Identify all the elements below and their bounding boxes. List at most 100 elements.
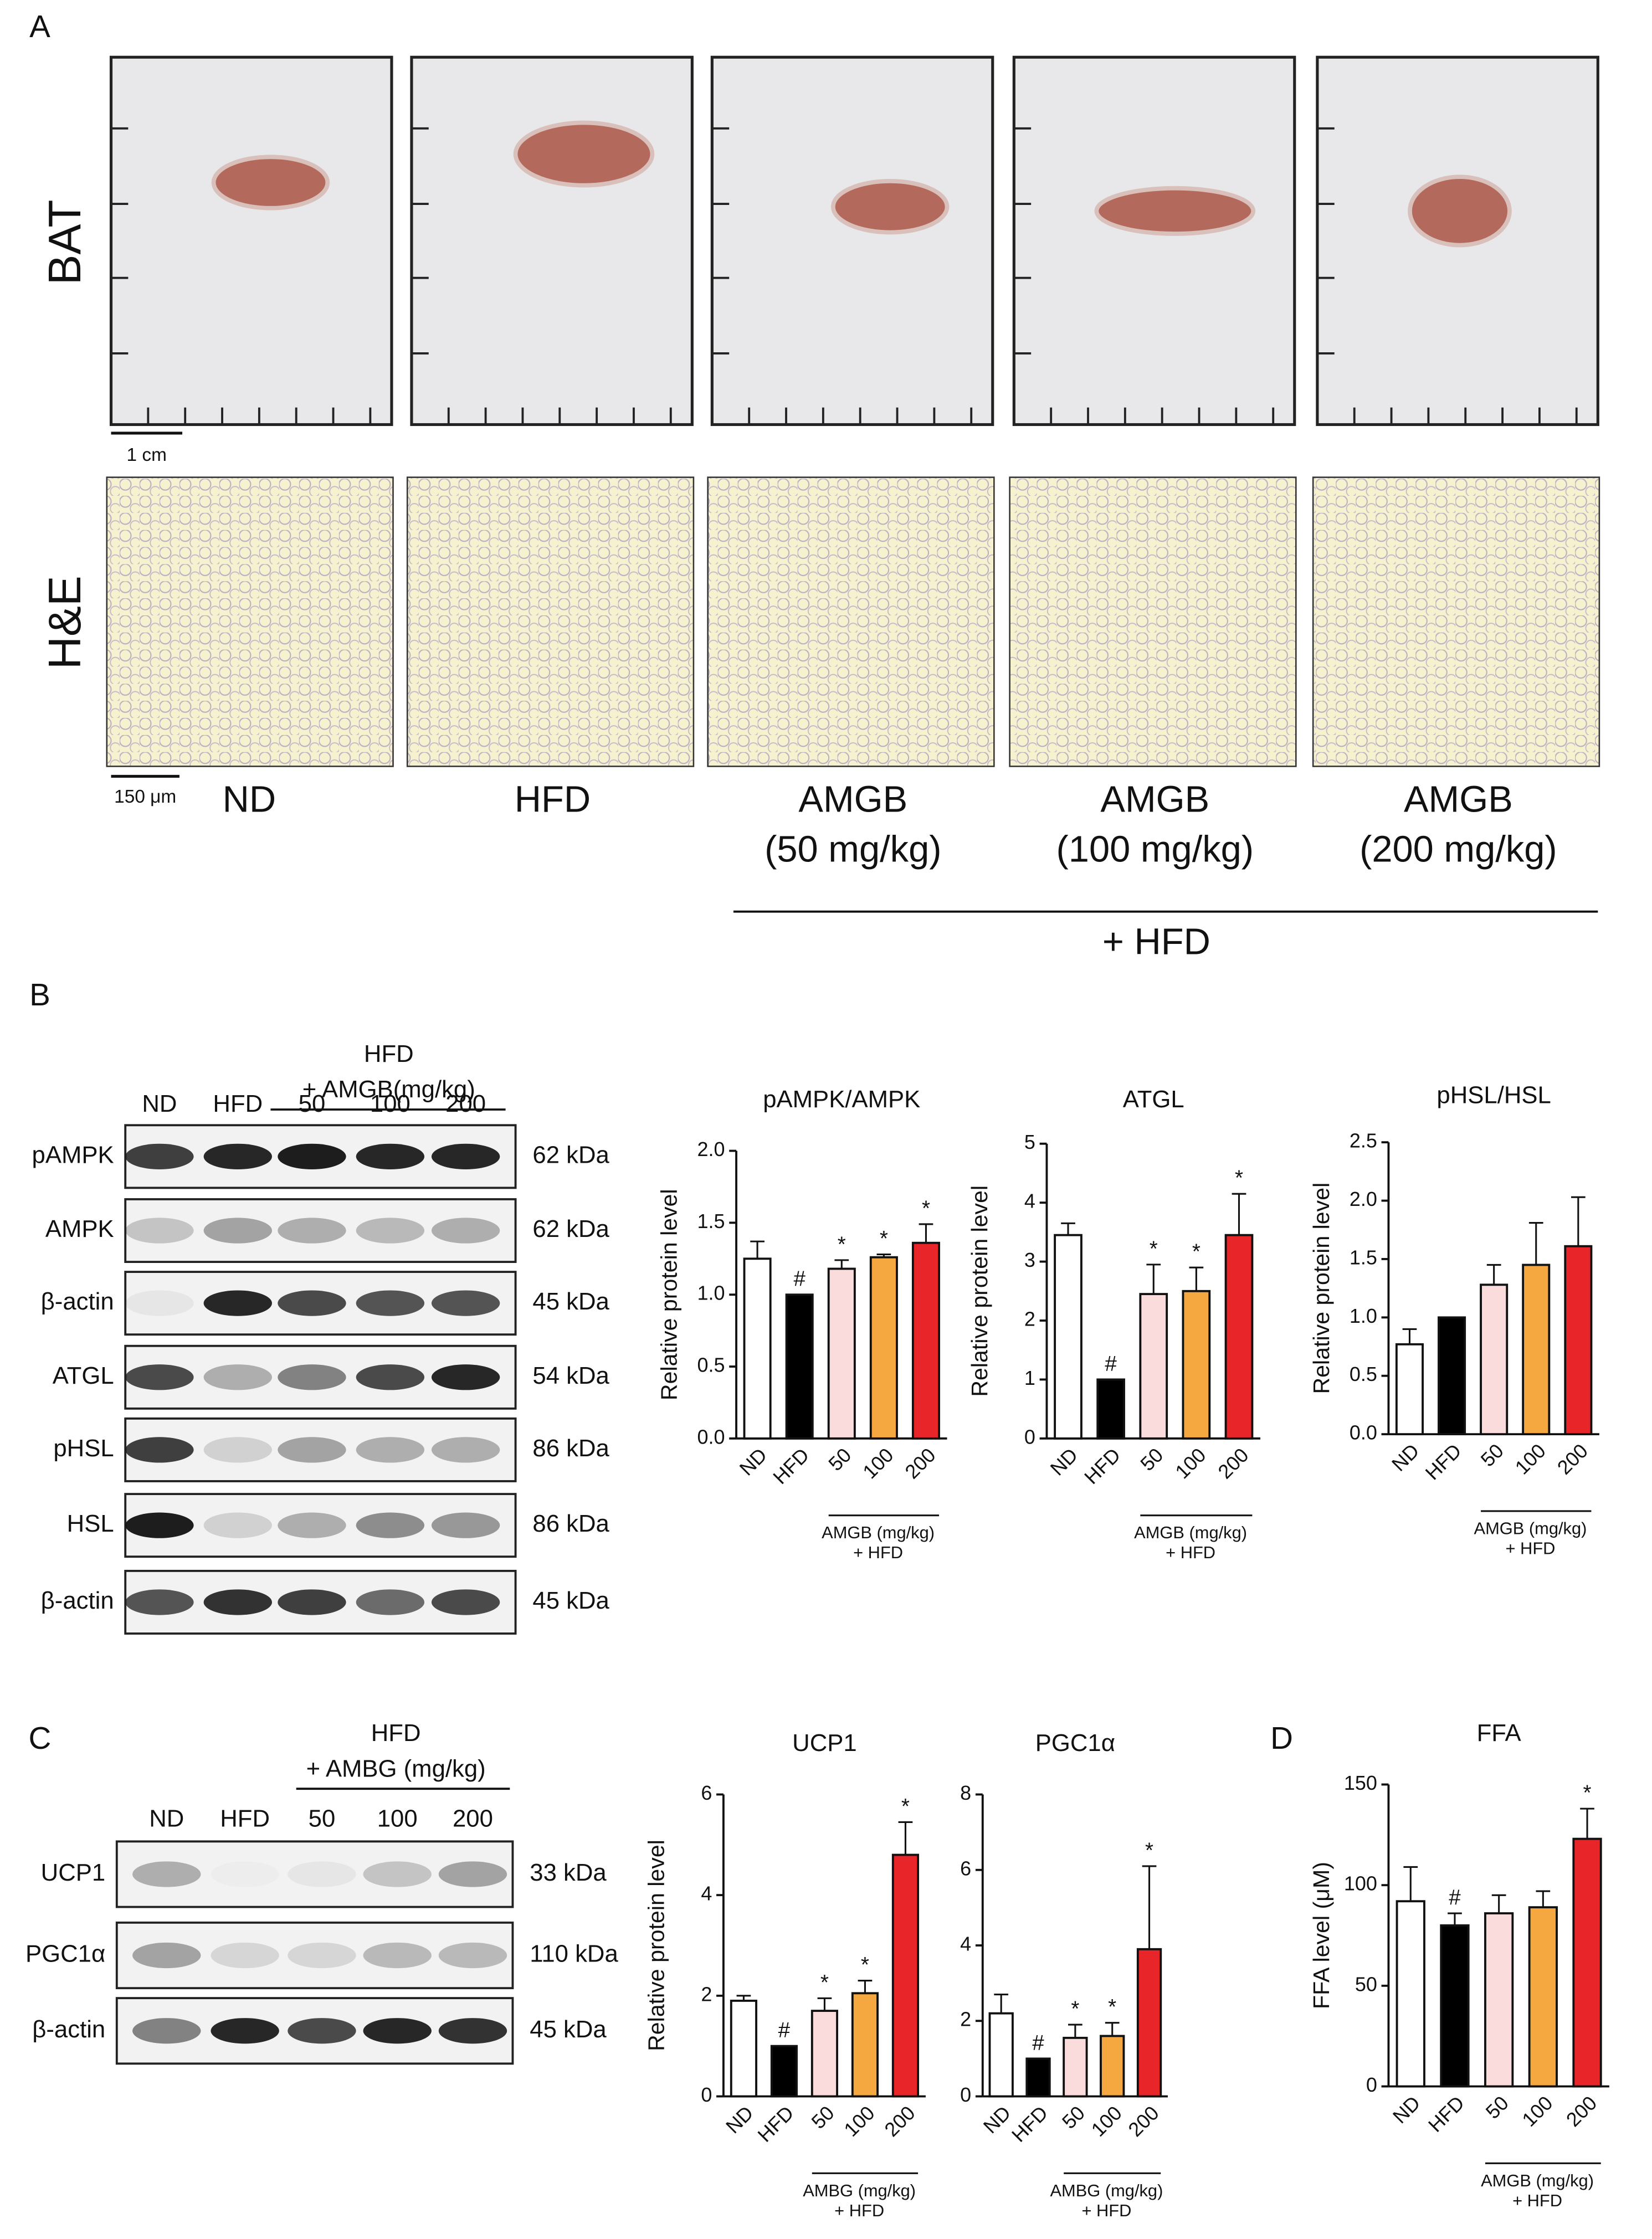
x-tick-label: HFD	[1421, 1439, 1466, 1484]
band	[431, 1589, 500, 1615]
band	[125, 1290, 194, 1316]
y-tick-label: 4	[1024, 1190, 1035, 1213]
y-tick-label: 0.0	[1350, 1421, 1377, 1444]
size-label: 62 kDa	[532, 1141, 609, 1168]
band	[288, 1861, 356, 1887]
band	[438, 1861, 507, 1887]
y-tick-label: 100	[1344, 1872, 1377, 1895]
band	[363, 1861, 432, 1887]
lane-label: 200	[453, 1805, 493, 1832]
band	[132, 2018, 201, 2044]
group-label: AMGB (mg/kg)	[1474, 1518, 1587, 1538]
chart-title: ATGL	[1123, 1086, 1184, 1113]
significance-marker: *	[1235, 1167, 1243, 1190]
y-tick-label: 2	[960, 2008, 971, 2031]
panel-label: D	[1270, 1721, 1293, 1755]
y-tick-label: 2.0	[697, 1138, 725, 1160]
band	[278, 1218, 346, 1244]
y-tick-label: 6	[960, 1857, 971, 1879]
photo	[109, 55, 393, 427]
x-tick-label: 100	[1511, 1439, 1550, 1478]
y-tick-label: 1.0	[697, 1282, 725, 1305]
band	[203, 1143, 273, 1169]
y-tick-label: 0.5	[1350, 1363, 1377, 1385]
bar	[1528, 1906, 1558, 2088]
bar	[1396, 1900, 1425, 2088]
y-tick-label: 2	[1024, 1307, 1035, 1330]
size-label: 33 kDa	[530, 1859, 607, 1886]
y-tick-label: 2	[701, 1983, 712, 2005]
size-label: 45 kDa	[530, 2016, 607, 2043]
group-label: + HFD	[1505, 1538, 1555, 1558]
group-label: AMGB	[1100, 779, 1209, 820]
band	[125, 1364, 194, 1390]
bar	[1100, 2035, 1125, 2098]
group-label: + HFD	[1081, 2201, 1131, 2220]
lane-label: 50	[299, 1090, 326, 1117]
bar	[810, 2010, 838, 2098]
row-label: β-actin	[32, 2016, 105, 2043]
blot	[124, 1493, 517, 1558]
bar	[988, 2012, 1014, 2098]
band	[431, 1143, 500, 1169]
x-tick-label: 100	[839, 2102, 879, 2141]
band	[203, 1290, 273, 1316]
significance-marker: *	[1192, 1240, 1200, 1264]
tissue	[211, 155, 330, 210]
bar	[851, 1992, 879, 2098]
y-axis-title: FFA level (μM)	[1309, 1862, 1334, 2009]
significance-marker: #	[793, 1267, 806, 1291]
band	[431, 1364, 500, 1390]
tissue	[830, 179, 950, 235]
blot-header: + AMBG (mg/kg)	[306, 1755, 486, 1782]
group-label: + HFD	[853, 1543, 903, 1562]
band	[438, 1942, 507, 1969]
band	[356, 1364, 425, 1390]
band	[278, 1143, 346, 1169]
y-axis-title: Relative protein level	[656, 1189, 682, 1400]
band	[278, 1290, 346, 1316]
lane-label: 100	[370, 1090, 411, 1117]
lane-label: ND	[149, 1805, 184, 1832]
band	[125, 1143, 194, 1169]
scale-label: 1 cm	[127, 445, 167, 465]
row-label: H&E	[40, 576, 90, 669]
band	[278, 1589, 346, 1615]
band	[438, 2018, 507, 2044]
histology	[1009, 476, 1297, 767]
band	[278, 1437, 346, 1463]
band	[356, 1512, 425, 1538]
band	[278, 1364, 346, 1390]
size-label: 86 kDa	[532, 1435, 609, 1462]
row-label: pAMPK	[32, 1141, 114, 1168]
panel-label: B	[29, 977, 50, 1012]
photo	[410, 55, 694, 427]
y-tick-label: 0	[1024, 1425, 1035, 1448]
y-tick-label: 0	[1366, 2073, 1377, 2096]
y-tick-label: 0.0	[697, 1425, 725, 1448]
row-label: AMPK	[45, 1215, 114, 1242]
band	[288, 2018, 356, 2044]
x-tick-label: ND	[1387, 1439, 1424, 1476]
bar	[770, 2045, 798, 2098]
x-tick-label: 50	[1136, 1444, 1167, 1475]
row-label: β-actin	[41, 1288, 114, 1315]
band	[211, 2018, 279, 2044]
y-tick-label: 1.5	[1350, 1246, 1377, 1269]
band	[211, 1861, 279, 1887]
bar	[1139, 1293, 1168, 1440]
row-label: β-actin	[41, 1587, 114, 1614]
x-tick-label: HFD	[1007, 2102, 1052, 2146]
scale-label: 150 μm	[114, 787, 176, 807]
bar	[730, 1999, 757, 2098]
bar	[869, 1256, 898, 1440]
lane-label: ND	[142, 1090, 177, 1117]
band	[431, 1437, 500, 1463]
x-tick-label: 200	[1553, 1439, 1592, 1478]
band	[363, 1942, 432, 1969]
size-label: 54 kDa	[532, 1362, 609, 1389]
y-tick-label: 6	[701, 1781, 712, 1804]
y-tick-label: 8	[960, 1781, 971, 1804]
group-label: + HFD	[1166, 1543, 1215, 1562]
bar	[1182, 1290, 1211, 1440]
